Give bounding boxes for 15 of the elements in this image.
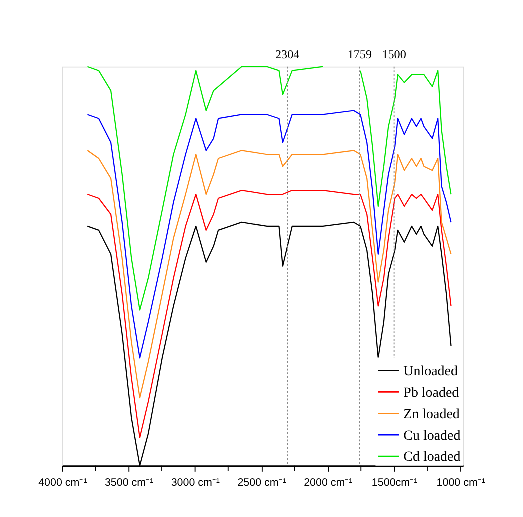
ref-line-label: 2304	[275, 47, 300, 62]
x-tick-label: 1000 cm⁻¹	[436, 476, 486, 489]
x-tick-label: 1500cm⁻¹	[372, 476, 418, 489]
legend-label: Pb loaded	[404, 386, 460, 401]
x-tick-label: 3000 cm⁻¹	[171, 476, 220, 489]
ref-line-label: 1500	[382, 47, 406, 62]
x-tick-label: 2000 cm⁻¹	[304, 476, 354, 489]
x-tick-label: 4000 cm⁻¹	[38, 476, 88, 489]
legend-label: Cd loaded	[404, 450, 461, 466]
legend-label: Cu loaded	[404, 428, 461, 444]
legend-label: Zn loaded	[404, 407, 460, 422]
ref-line-label: 1759	[348, 47, 372, 62]
legend-label: Unloaded	[404, 364, 458, 380]
x-tick-label: 2500 cm⁻¹	[238, 476, 287, 489]
x-tick-label: 3500 cm⁻¹	[104, 476, 154, 489]
